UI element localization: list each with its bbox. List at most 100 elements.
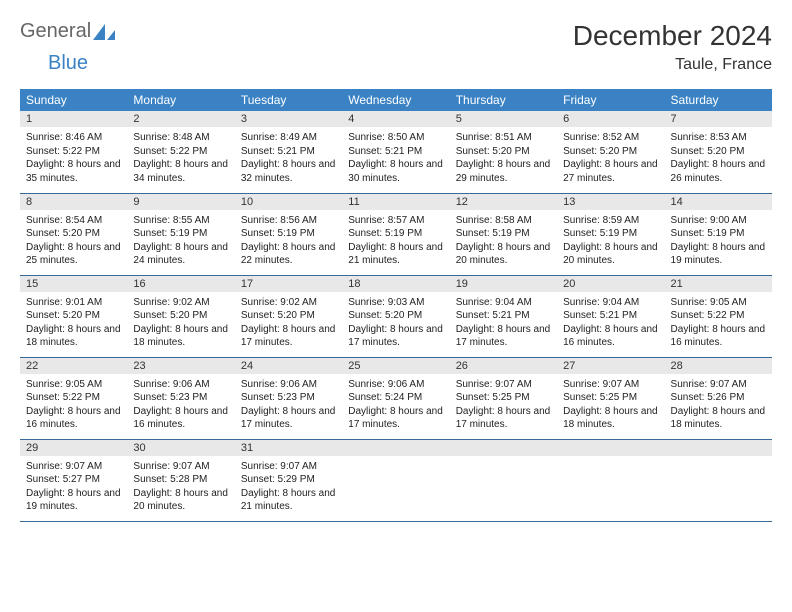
weekday-header: Wednesday	[342, 89, 449, 111]
weekday-header: Thursday	[450, 89, 557, 111]
day-body	[665, 456, 772, 512]
day-body: Sunrise: 9:04 AMSunset: 5:21 PMDaylight:…	[450, 292, 557, 356]
day-number: 18	[342, 276, 449, 292]
day-body	[342, 456, 449, 512]
day-body: Sunrise: 9:00 AMSunset: 5:19 PMDaylight:…	[665, 210, 772, 274]
weekday-header: Friday	[557, 89, 664, 111]
day-number: 24	[235, 358, 342, 374]
calendar-day-cell: 4Sunrise: 8:50 AMSunset: 5:21 PMDaylight…	[342, 111, 449, 193]
calendar-day-cell: 20Sunrise: 9:04 AMSunset: 5:21 PMDayligh…	[557, 275, 664, 357]
brand-sail-icon	[93, 24, 115, 40]
calendar-day-cell: 14Sunrise: 9:00 AMSunset: 5:19 PMDayligh…	[665, 193, 772, 275]
day-body: Sunrise: 9:07 AMSunset: 5:25 PMDaylight:…	[450, 374, 557, 438]
day-number	[557, 440, 664, 456]
calendar-day-cell: 21Sunrise: 9:05 AMSunset: 5:22 PMDayligh…	[665, 275, 772, 357]
day-number: 20	[557, 276, 664, 292]
brand-text-2: Blue	[48, 52, 88, 74]
day-body: Sunrise: 9:01 AMSunset: 5:20 PMDaylight:…	[20, 292, 127, 356]
day-number: 1	[20, 111, 127, 127]
calendar-day-cell: 28Sunrise: 9:07 AMSunset: 5:26 PMDayligh…	[665, 357, 772, 439]
day-body: Sunrise: 8:49 AMSunset: 5:21 PMDaylight:…	[235, 127, 342, 191]
calendar-day-cell: 2Sunrise: 8:48 AMSunset: 5:22 PMDaylight…	[127, 111, 234, 193]
weekday-header: Tuesday	[235, 89, 342, 111]
day-body: Sunrise: 8:54 AMSunset: 5:20 PMDaylight:…	[20, 210, 127, 274]
day-body: Sunrise: 9:05 AMSunset: 5:22 PMDaylight:…	[20, 374, 127, 438]
calendar-day-cell: 17Sunrise: 9:02 AMSunset: 5:20 PMDayligh…	[235, 275, 342, 357]
calendar-week-row: 15Sunrise: 9:01 AMSunset: 5:20 PMDayligh…	[20, 275, 772, 357]
day-body: Sunrise: 9:07 AMSunset: 5:27 PMDaylight:…	[20, 456, 127, 520]
day-body: Sunrise: 8:55 AMSunset: 5:19 PMDaylight:…	[127, 210, 234, 274]
day-number: 2	[127, 111, 234, 127]
day-number: 21	[665, 276, 772, 292]
calendar-day-cell: 8Sunrise: 8:54 AMSunset: 5:20 PMDaylight…	[20, 193, 127, 275]
weekday-header: Monday	[127, 89, 234, 111]
calendar-body: 1Sunrise: 8:46 AMSunset: 5:22 PMDaylight…	[20, 111, 772, 521]
day-body: Sunrise: 9:02 AMSunset: 5:20 PMDaylight:…	[127, 292, 234, 356]
calendar-week-row: 22Sunrise: 9:05 AMSunset: 5:22 PMDayligh…	[20, 357, 772, 439]
brand-logo: General	[20, 20, 117, 43]
day-body: Sunrise: 8:53 AMSunset: 5:20 PMDaylight:…	[665, 127, 772, 191]
calendar-day-cell: 3Sunrise: 8:49 AMSunset: 5:21 PMDaylight…	[235, 111, 342, 193]
calendar-day-cell: 16Sunrise: 9:02 AMSunset: 5:20 PMDayligh…	[127, 275, 234, 357]
day-body: Sunrise: 8:59 AMSunset: 5:19 PMDaylight:…	[557, 210, 664, 274]
calendar-day-cell: 10Sunrise: 8:56 AMSunset: 5:19 PMDayligh…	[235, 193, 342, 275]
calendar-day-cell: 5Sunrise: 8:51 AMSunset: 5:20 PMDaylight…	[450, 111, 557, 193]
calendar-day-cell: 26Sunrise: 9:07 AMSunset: 5:25 PMDayligh…	[450, 357, 557, 439]
calendar-day-cell: 31Sunrise: 9:07 AMSunset: 5:29 PMDayligh…	[235, 439, 342, 521]
day-number: 11	[342, 194, 449, 210]
day-body: Sunrise: 9:06 AMSunset: 5:23 PMDaylight:…	[127, 374, 234, 438]
day-body: Sunrise: 8:57 AMSunset: 5:19 PMDaylight:…	[342, 210, 449, 274]
day-number: 19	[450, 276, 557, 292]
day-body: Sunrise: 9:07 AMSunset: 5:25 PMDaylight:…	[557, 374, 664, 438]
calendar-day-cell: 23Sunrise: 9:06 AMSunset: 5:23 PMDayligh…	[127, 357, 234, 439]
calendar-week-row: 8Sunrise: 8:54 AMSunset: 5:20 PMDaylight…	[20, 193, 772, 275]
day-body: Sunrise: 8:50 AMSunset: 5:21 PMDaylight:…	[342, 127, 449, 191]
calendar-day-cell: 30Sunrise: 9:07 AMSunset: 5:28 PMDayligh…	[127, 439, 234, 521]
day-body: Sunrise: 9:06 AMSunset: 5:24 PMDaylight:…	[342, 374, 449, 438]
day-number: 14	[665, 194, 772, 210]
day-number: 8	[20, 194, 127, 210]
day-number: 23	[127, 358, 234, 374]
calendar-day-cell	[450, 439, 557, 521]
day-body: Sunrise: 8:51 AMSunset: 5:20 PMDaylight:…	[450, 127, 557, 191]
location-label: Taule, France	[573, 56, 772, 74]
calendar-week-row: 29Sunrise: 9:07 AMSunset: 5:27 PMDayligh…	[20, 439, 772, 521]
calendar-day-cell	[665, 439, 772, 521]
calendar-day-cell: 1Sunrise: 8:46 AMSunset: 5:22 PMDaylight…	[20, 111, 127, 193]
day-number	[450, 440, 557, 456]
day-number	[665, 440, 772, 456]
calendar-day-cell: 15Sunrise: 9:01 AMSunset: 5:20 PMDayligh…	[20, 275, 127, 357]
weekday-header-row: Sunday Monday Tuesday Wednesday Thursday…	[20, 89, 772, 111]
day-body: Sunrise: 9:07 AMSunset: 5:29 PMDaylight:…	[235, 456, 342, 520]
day-number: 30	[127, 440, 234, 456]
day-body: Sunrise: 8:48 AMSunset: 5:22 PMDaylight:…	[127, 127, 234, 191]
day-number: 22	[20, 358, 127, 374]
day-body: Sunrise: 9:07 AMSunset: 5:26 PMDaylight:…	[665, 374, 772, 438]
calendar-day-cell: 12Sunrise: 8:58 AMSunset: 5:19 PMDayligh…	[450, 193, 557, 275]
day-body	[450, 456, 557, 512]
calendar-day-cell: 19Sunrise: 9:04 AMSunset: 5:21 PMDayligh…	[450, 275, 557, 357]
day-number: 3	[235, 111, 342, 127]
day-body	[557, 456, 664, 512]
calendar-day-cell: 6Sunrise: 8:52 AMSunset: 5:20 PMDaylight…	[557, 111, 664, 193]
day-body: Sunrise: 8:46 AMSunset: 5:22 PMDaylight:…	[20, 127, 127, 191]
calendar-day-cell	[342, 439, 449, 521]
day-body: Sunrise: 9:02 AMSunset: 5:20 PMDaylight:…	[235, 292, 342, 356]
day-number: 12	[450, 194, 557, 210]
day-number: 10	[235, 194, 342, 210]
day-number: 9	[127, 194, 234, 210]
day-number: 15	[20, 276, 127, 292]
day-number: 25	[342, 358, 449, 374]
day-number: 5	[450, 111, 557, 127]
calendar-day-cell: 13Sunrise: 8:59 AMSunset: 5:19 PMDayligh…	[557, 193, 664, 275]
day-number: 7	[665, 111, 772, 127]
day-body: Sunrise: 9:03 AMSunset: 5:20 PMDaylight:…	[342, 292, 449, 356]
day-number	[342, 440, 449, 456]
calendar-day-cell: 27Sunrise: 9:07 AMSunset: 5:25 PMDayligh…	[557, 357, 664, 439]
calendar-week-row: 1Sunrise: 8:46 AMSunset: 5:22 PMDaylight…	[20, 111, 772, 193]
calendar-table: Sunday Monday Tuesday Wednesday Thursday…	[20, 89, 772, 522]
day-number: 29	[20, 440, 127, 456]
day-body: Sunrise: 8:56 AMSunset: 5:19 PMDaylight:…	[235, 210, 342, 274]
day-number: 26	[450, 358, 557, 374]
day-number: 31	[235, 440, 342, 456]
